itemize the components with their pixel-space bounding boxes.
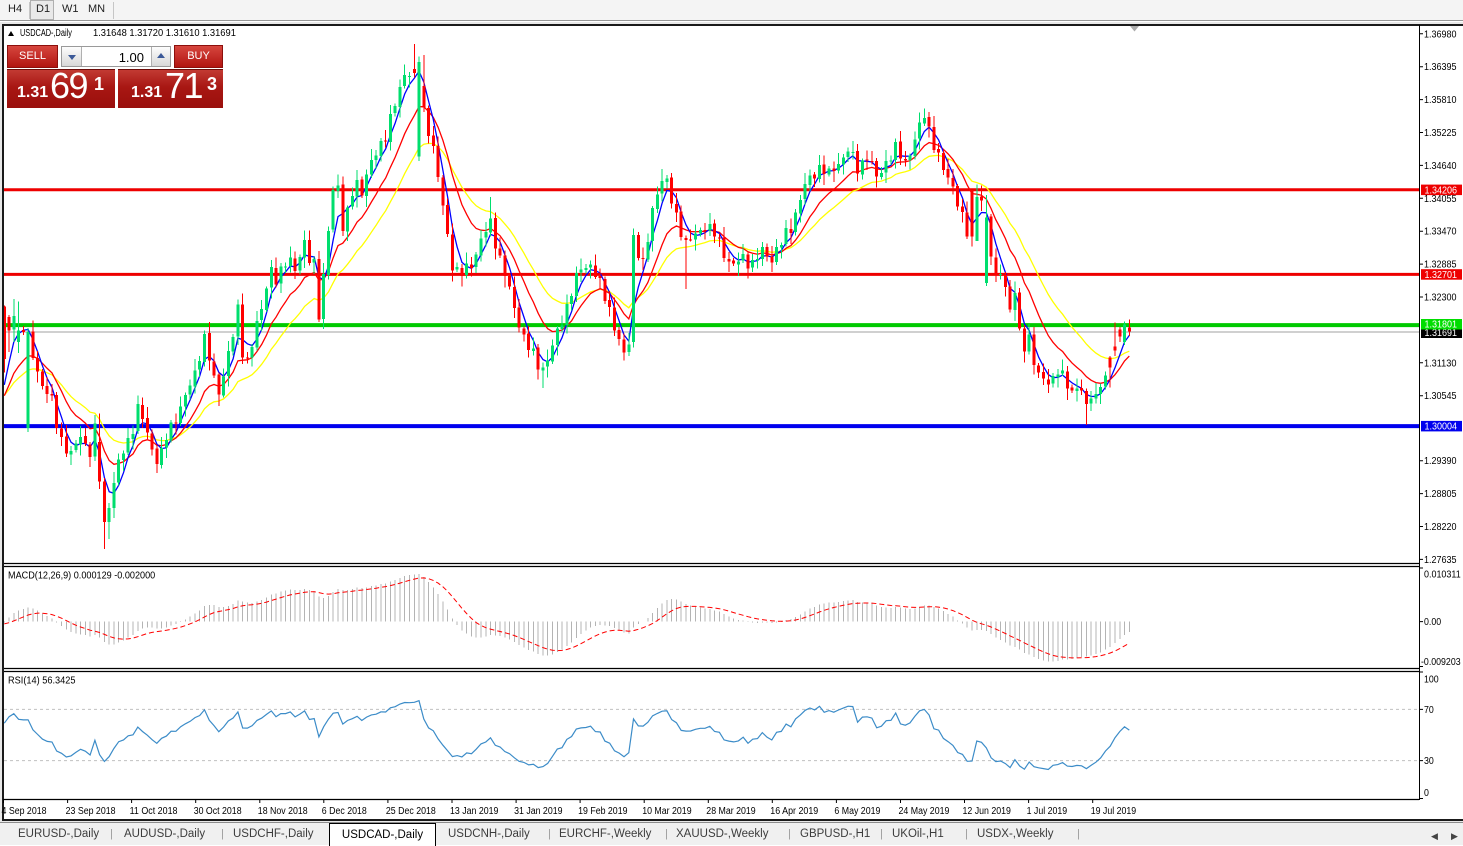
svg-text:RSI(14) 56.3425: RSI(14) 56.3425 [8, 676, 76, 687]
svg-text:1.31801: 1.31801 [1425, 319, 1458, 330]
svg-text:100: 100 [1424, 674, 1439, 685]
svg-text:19 Feb 2019: 19 Feb 2019 [578, 806, 628, 817]
svg-text:MACD(12,26,9) 0.000129 -0.0020: MACD(12,26,9) 0.000129 -0.002000 [8, 571, 156, 582]
svg-text:1.34055: 1.34055 [1424, 194, 1457, 205]
svg-text:13 Jan 2019: 13 Jan 2019 [450, 806, 499, 817]
svg-text:19 Jul 2019: 19 Jul 2019 [1091, 806, 1137, 817]
svg-text:1.32300: 1.32300 [1424, 293, 1457, 304]
svg-text:24 May 2019: 24 May 2019 [899, 806, 950, 817]
svg-text:10 Mar 2019: 10 Mar 2019 [642, 806, 692, 817]
svg-text:1.34640: 1.34640 [1424, 161, 1457, 172]
svg-text:12 Jun 2019: 12 Jun 2019 [963, 806, 1012, 817]
svg-text:70: 70 [1424, 705, 1434, 716]
svg-text:0: 0 [1424, 788, 1429, 799]
svg-text:1.34206: 1.34206 [1425, 185, 1458, 196]
svg-text:1.31648 1.31720 1.31610 1.3169: 1.31648 1.31720 1.31610 1.31691 [93, 28, 236, 39]
svg-text:-0.009203: -0.009203 [1421, 657, 1461, 668]
svg-text:1.36395: 1.36395 [1424, 62, 1457, 73]
svg-text:6 May 2019: 6 May 2019 [834, 806, 880, 817]
svg-text:1.36980: 1.36980 [1424, 29, 1457, 40]
svg-text:6 Dec 2018: 6 Dec 2018 [322, 806, 367, 817]
svg-text:28 Mar 2019: 28 Mar 2019 [706, 806, 756, 817]
svg-text:1.30545: 1.30545 [1424, 391, 1457, 402]
svg-text:1.32701: 1.32701 [1425, 270, 1458, 281]
svg-text:1.35810: 1.35810 [1424, 95, 1457, 106]
svg-text:1.35225: 1.35225 [1424, 128, 1457, 139]
svg-text:30: 30 [1424, 756, 1434, 767]
svg-text:1.31130: 1.31130 [1424, 358, 1457, 369]
svg-text:30 Oct 2018: 30 Oct 2018 [194, 806, 242, 817]
svg-text:0.00: 0.00 [1424, 617, 1441, 628]
svg-text:16 Apr 2019: 16 Apr 2019 [770, 806, 818, 817]
svg-text:1.33470: 1.33470 [1424, 227, 1457, 238]
svg-text:31 Jan 2019: 31 Jan 2019 [514, 806, 563, 817]
svg-text:1.32885: 1.32885 [1424, 260, 1457, 271]
svg-text:USDCAD-,Daily: USDCAD-,Daily [20, 28, 72, 39]
svg-text:1.28220: 1.28220 [1424, 522, 1457, 533]
svg-text:1.29390: 1.29390 [1424, 456, 1457, 467]
svg-text:25 Dec 2018: 25 Dec 2018 [386, 806, 436, 817]
svg-text:1 Jul 2019: 1 Jul 2019 [1027, 806, 1068, 817]
svg-text:1.28805: 1.28805 [1424, 489, 1457, 500]
svg-text:1.27635: 1.27635 [1424, 555, 1457, 566]
svg-text:4 Sep 2018: 4 Sep 2018 [2, 806, 47, 817]
svg-text:1.30004: 1.30004 [1425, 422, 1458, 433]
svg-text:1.31691: 1.31691 [1425, 328, 1458, 339]
svg-text:18 Nov 2018: 18 Nov 2018 [258, 806, 308, 817]
svg-text:23 Sep 2018: 23 Sep 2018 [66, 806, 116, 817]
svg-text:11 Oct 2018: 11 Oct 2018 [130, 806, 178, 817]
svg-text:0.010311: 0.010311 [1424, 570, 1461, 581]
